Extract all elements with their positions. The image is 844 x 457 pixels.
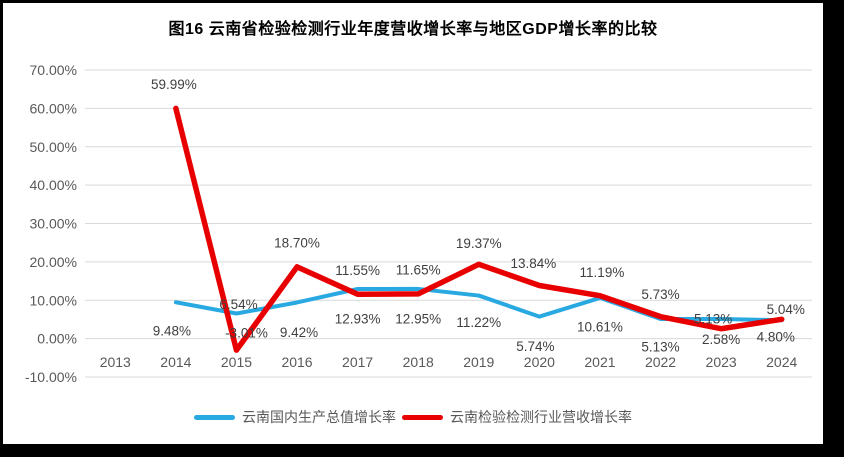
x-axis-tick-label: 2024 (766, 354, 797, 370)
legend-item-industry: 云南检验检测行业营收增长率 (402, 407, 632, 427)
x-axis-tick-label: 2017 (342, 354, 373, 370)
data-label: 4.80% (757, 330, 795, 345)
x-axis-tick-label: 2019 (463, 354, 494, 370)
x-axis-tick-label: 2016 (281, 354, 312, 370)
x-axis-tick-label: 2015 (221, 354, 252, 370)
legend: 云南国内生产总值增长率 云南检验检测行业营收增长率 (3, 407, 823, 427)
data-label: 11.65% (396, 262, 441, 277)
chart-title: 图16 云南省检验检测行业年度营收增长率与地区GDP增长率的比较 (168, 21, 658, 38)
y-axis-tick-label: 0.00% (37, 331, 77, 347)
data-label: 18.70% (274, 235, 320, 250)
data-label: 10.61% (577, 319, 623, 334)
x-axis-tick-label: 2018 (403, 354, 434, 370)
data-label: 11.22% (456, 315, 501, 330)
data-label: 6.54% (219, 297, 257, 312)
x-axis-tick-label: 2020 (524, 354, 555, 370)
series-line-1 (173, 105, 785, 353)
y-axis-tick-label: 70.00% (30, 62, 77, 78)
y-axis-tick-label: 60.00% (30, 100, 77, 116)
x-axis-tick-label: 2021 (584, 354, 615, 370)
y-axis-tick-label: 30.00% (30, 216, 77, 232)
legend-label-industry: 云南检验检测行业营收增长率 (450, 409, 632, 425)
legend-item-gdp: 云南国内生产总值增长率 (194, 407, 396, 427)
data-label: 5.13% (694, 311, 732, 326)
data-label: 5.73% (641, 287, 679, 302)
data-label: 13.84% (510, 256, 556, 271)
data-label: 12.95% (395, 311, 441, 326)
data-label: 12.93% (335, 312, 381, 327)
x-axis-tick-label: 2014 (160, 354, 191, 370)
data-label: 5.74% (516, 339, 554, 354)
gdp-line-swatch-icon (194, 414, 235, 420)
x-axis-tick-label: 2013 (100, 354, 131, 370)
data-label: 19.37% (456, 236, 502, 251)
x-axis-tick-label: 2023 (706, 354, 737, 370)
data-label: 9.48% (153, 324, 191, 339)
data-label: 59.99% (151, 77, 197, 92)
y-axis-tick-label: 10.00% (30, 292, 77, 308)
data-label: 5.13% (641, 339, 679, 354)
y-axis-tick-label: -10.00% (25, 369, 77, 385)
x-axis-tick-label: 2022 (645, 354, 676, 370)
y-axis-tick-label: 20.00% (30, 254, 77, 270)
data-label: 11.55% (335, 263, 380, 278)
data-label: 11.19% (580, 265, 625, 280)
data-label: 9.42% (280, 325, 318, 340)
y-axis-tick-label: 50.00% (30, 139, 77, 155)
data-label: 5.04% (767, 302, 805, 317)
data-label: 2.58% (702, 332, 740, 347)
industry-line-swatch-icon (402, 414, 443, 420)
y-axis-tick-label: 40.00% (30, 177, 77, 193)
line-chart-plot-area: 70.00% 60.00% 50.00% 40.00% 30.00% 20.00% 10.0… (25, 62, 812, 385)
data-label: -3.01% (225, 326, 268, 341)
legend-label-gdp: 云南国内生产总值增长率 (242, 409, 396, 425)
chart-frame: 图16 云南省检验检测行业年度营收增长率与地区GDP增长率的比较 70.00% 6… (3, 3, 823, 444)
